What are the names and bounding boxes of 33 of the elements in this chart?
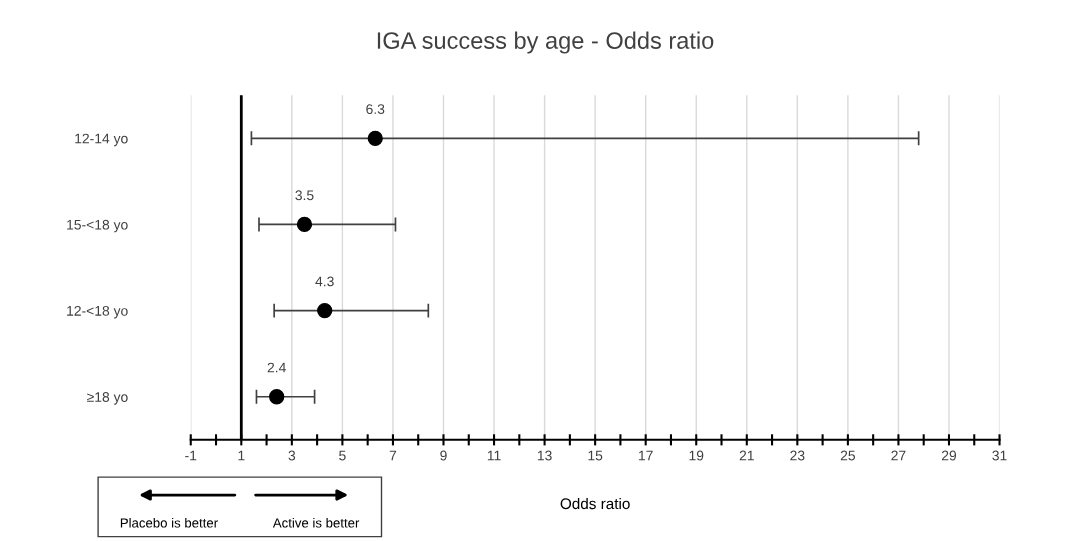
x-tick-label: 7 (389, 450, 397, 461)
x-tick-label: 17 (639, 450, 653, 461)
x-tick-label: 25 (840, 450, 856, 461)
x-tick-label: 11 (487, 450, 501, 461)
x-axis-title: Odds ratio (560, 497, 630, 510)
point (367, 130, 383, 146)
point (317, 302, 333, 319)
y-tick-label: 12-14 yo (75, 133, 128, 147)
chart-title: IGA success by age - Odds ratio (377, 31, 714, 54)
x-tick-label: 23 (790, 450, 805, 461)
point (269, 389, 285, 405)
data-label: 6.3 (366, 104, 385, 115)
x-tick-label: 31 (992, 450, 1007, 461)
x-tick-label: 29 (941, 450, 957, 461)
x-tick-label: 9 (440, 450, 447, 461)
x-tick-label: 27 (891, 450, 906, 461)
x-tick-label: 1 (238, 450, 245, 461)
x-tick-label: 3 (288, 450, 296, 461)
point (296, 216, 313, 233)
data-label: 2.4 (267, 362, 286, 373)
x-tick-label: 19 (689, 450, 704, 461)
text: Placebo is better (120, 517, 218, 528)
x-tick-label: 5 (339, 450, 346, 461)
y-tick-label: 15-<18 yo (67, 219, 128, 233)
x-tick-label: -1 (185, 450, 197, 461)
data-label: 4.3 (315, 276, 334, 287)
x-tick-label: 13 (537, 450, 552, 461)
y-tick-label: ≥18 yo (87, 392, 128, 405)
x-tick-label: 15 (588, 450, 603, 461)
y-tick-label: 12-<18 yo (67, 305, 128, 319)
text: Active is better (272, 517, 360, 528)
x-tick-label: 21 (739, 450, 754, 461)
data-label: 3.5 (295, 190, 314, 201)
